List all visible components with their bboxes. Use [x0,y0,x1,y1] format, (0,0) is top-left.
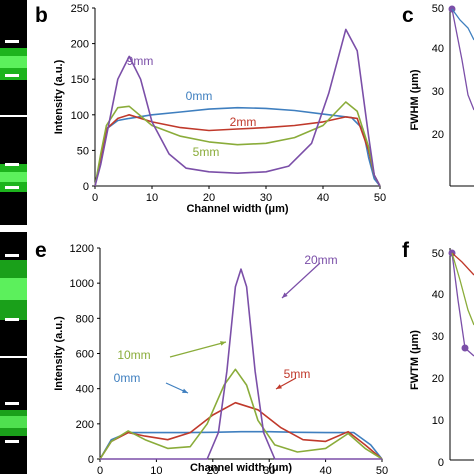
series-label-20mm: 20mm [304,253,337,267]
x-tick-label: 20 [203,192,215,204]
series-line [451,252,474,276]
series-line [451,8,474,111]
y-tick-label: 40 [432,289,444,301]
series-line [451,252,474,357]
y-tick-label: 20 [432,373,444,385]
y-tick-label: 0 [83,181,89,193]
x-tick-label: 50 [374,192,386,204]
chart-f-partial: 50 40 30 20 10 0 FWTM (μm) [409,248,474,469]
x-tick-label: 0 [97,465,103,474]
panel-letter-e: e [35,239,47,262]
y-tick-label: 0 [438,457,444,469]
series-label-5mm: 5mm [284,367,311,381]
y-tick-label: 10 [432,415,444,427]
channel-marker [5,402,19,405]
y-tick-label: 1200 [70,243,94,255]
microscope-image-strip [0,0,27,474]
series-line-10mm [99,368,383,460]
y-tick-label: 200 [71,39,89,51]
y-tick-label: 250 [71,3,89,15]
x-tick-label: 40 [319,465,331,474]
panel-letter-c: c [402,4,414,27]
x-tick-label: 40 [317,192,329,204]
y-axis-label: Intensity (a.u.) [53,59,65,134]
x-tick-label: 50 [376,465,388,474]
series-line-5mm [99,401,383,460]
y-tick-label: 30 [432,331,444,343]
annotation-arrow-10mm [169,341,227,358]
channel-marker [5,318,19,321]
y-tick-label: 50 [432,248,444,260]
annotation-arrowhead-20mm [282,292,288,298]
x-tick-label: 30 [260,192,272,204]
series-line-2mm [94,114,381,187]
y-tick-label: 1000 [70,278,94,290]
fluorescent-band-core [0,172,27,182]
series-label-2mm: 2mm [230,115,257,129]
series-line [451,252,474,326]
y-tick-label: 200 [76,419,94,431]
chart-b: 0 10 20 30 40 50 0 50 100 150 200 250 Channel width … [53,3,386,215]
x-tick-label: 20 [207,465,219,474]
channel-marker [5,254,19,257]
y-axis-label: FWHM (μm) [409,69,421,130]
channel-marker [5,163,19,166]
chart-e: 0 10 20 30 40 50 0 200 400 600 800 1000 1200 Channel … [53,243,388,474]
series-label-10mm: 10mm [117,348,150,362]
y-tick-label: 100 [71,110,89,122]
series-label-5mm: 5mm [193,145,220,159]
y-tick-label: 150 [71,74,89,86]
image-divider [0,115,27,117]
x-tick-label: 10 [150,465,162,474]
panel-letter-f: f [402,239,410,262]
y-tick-label: 50 [432,3,444,15]
fluorescent-band-core [0,56,27,68]
y-tick-label: 800 [76,313,94,325]
series-line [451,8,474,41]
x-axis-label: Channel width (μm) [186,203,288,215]
channel-marker [5,74,19,77]
x-tick-label: 0 [92,192,98,204]
x-tick-label: 30 [263,465,275,474]
y-axis-label: FWTM (μm) [409,330,421,390]
fluorescent-band-core [0,278,27,300]
y-axis-label: Intensity (a.u.) [53,316,65,391]
image-divider [0,356,27,358]
y-tick-label: 600 [76,349,94,361]
annotation-arrowhead-10mm [220,341,226,346]
channel-marker [5,186,19,189]
series-line-9mm [94,28,381,187]
fluorescent-band-core [0,416,27,428]
y-tick-label: 0 [88,454,94,466]
y-tick-label: 20 [432,129,444,141]
panel-letter-b: b [35,4,48,27]
annotation-arrowhead-5mm [276,384,282,389]
annotation-arrow-20mm [281,262,321,299]
chart-c-partial: 50 40 30 20 FWHM (μm) [409,3,474,187]
series-line-20mm [100,268,382,460]
x-axis-label: Channel width (μm) [190,462,292,474]
series-label-9mm: 9mm [127,54,154,68]
channel-marker [5,440,19,443]
series-label-0mm: 0mm [114,371,141,385]
channel-marker [5,40,19,43]
y-tick-label: 400 [76,384,94,396]
series-label-0mm: 0mm [186,89,213,103]
annotation-arrowhead-0mm [182,388,188,393]
y-tick-label: 40 [432,43,444,55]
y-tick-label: 50 [77,145,89,157]
x-tick-label: 10 [146,192,158,204]
series-line-5mm [94,101,381,187]
y-tick-label: 30 [432,86,444,98]
